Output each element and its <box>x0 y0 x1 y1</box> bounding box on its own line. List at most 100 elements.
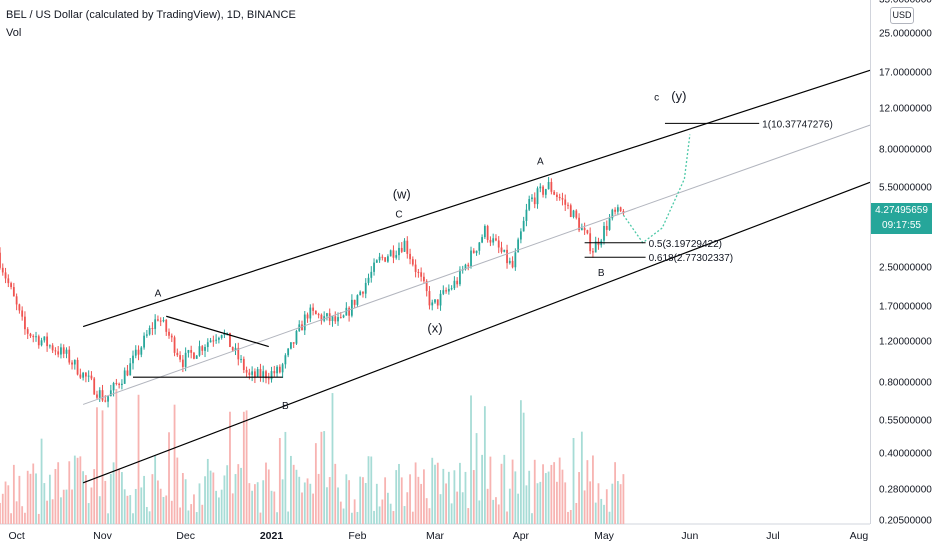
volume-bar <box>284 431 287 524</box>
volume-bar <box>533 459 536 524</box>
volume-bar <box>459 462 461 524</box>
wave-label: A <box>537 157 544 168</box>
volume-bar <box>73 455 76 524</box>
candle-body <box>60 347 62 355</box>
candle-body <box>54 350 57 352</box>
volume-bar <box>389 503 392 524</box>
candle-body <box>306 314 309 319</box>
volume-bar <box>398 463 400 524</box>
candle-body <box>201 346 204 351</box>
volume-bar <box>423 469 425 524</box>
wave-label: B <box>282 401 289 412</box>
volume-bar <box>229 411 231 524</box>
volume-bar <box>68 461 71 524</box>
candle-body <box>597 241 600 246</box>
volume-bar <box>528 470 531 524</box>
last-price-value: 4.27495659 <box>875 205 928 216</box>
volume-bar <box>334 463 337 524</box>
candle-body <box>611 209 614 219</box>
price-scale[interactable]: 35.00000000 25.00000000 17.00000000 12.0000… <box>870 0 932 527</box>
candle-body <box>414 264 417 272</box>
volume-bar <box>431 457 434 524</box>
volume-bar <box>259 512 262 524</box>
price-tick-label: 0.40000000 <box>879 448 932 460</box>
volume-bar <box>572 437 575 524</box>
volume-bar <box>51 499 54 524</box>
candle-body <box>259 369 262 378</box>
candle-body <box>580 228 583 231</box>
candle-body <box>375 260 378 263</box>
candle-body <box>517 239 520 253</box>
volume-bar <box>605 489 608 524</box>
candle-body <box>73 359 76 365</box>
volume-bar <box>320 431 323 524</box>
volume-bar <box>204 476 206 524</box>
candle-body <box>592 251 594 253</box>
volume-bar <box>445 483 447 524</box>
candle-body <box>173 337 176 353</box>
volume-bar <box>359 476 362 524</box>
candle-body <box>234 347 237 351</box>
candle-body <box>104 400 107 402</box>
candle-body <box>12 287 15 297</box>
volume-bar <box>148 511 151 524</box>
volume-bar <box>608 511 611 524</box>
volume-bar <box>306 478 309 524</box>
candle-body <box>533 197 536 205</box>
candle-body <box>245 369 248 373</box>
volume-indicator-label[interactable]: Vol <box>6 27 22 39</box>
volume-bar <box>481 454 484 524</box>
candle-body <box>148 327 151 335</box>
volume-bar <box>409 474 411 524</box>
volume-bar <box>65 489 68 524</box>
candle-body <box>603 225 605 241</box>
candle-body <box>619 207 622 212</box>
volume-bar <box>326 487 328 524</box>
volume-bar <box>597 483 600 524</box>
volume-bar <box>248 483 251 524</box>
volume-bar <box>514 471 517 524</box>
volume-bar <box>506 511 508 524</box>
price-tick-label: 25.00000000 <box>879 28 932 40</box>
candle-body <box>112 383 115 391</box>
candle-body <box>511 260 514 268</box>
candle-body <box>539 186 542 189</box>
volume-bar <box>614 462 616 524</box>
candle-body <box>605 225 608 230</box>
candle-body <box>575 210 578 218</box>
volume-bar <box>364 482 367 524</box>
candle-body <box>96 394 98 398</box>
volume-bar <box>575 502 578 524</box>
volume-bar <box>592 455 594 524</box>
candle-body <box>495 238 497 241</box>
candle-body <box>370 271 373 278</box>
wave-label: (x) <box>427 321 442 336</box>
volume-bar <box>62 489 65 524</box>
currency-badge[interactable]: USD <box>890 7 914 24</box>
volume-bar <box>132 513 134 524</box>
volume-bar <box>220 489 223 524</box>
candle-body <box>339 317 342 319</box>
candle-body <box>18 304 21 311</box>
candle-body <box>215 339 218 341</box>
triangle-upper-line <box>166 315 269 348</box>
volume-bar <box>619 484 622 524</box>
candle-body <box>40 340 43 346</box>
volume-bar <box>442 468 445 524</box>
volume-bar <box>312 493 314 524</box>
candle-body <box>586 230 589 234</box>
candle-body <box>290 342 292 349</box>
candle-body <box>265 371 267 379</box>
volume-bar <box>107 513 109 524</box>
volume-bar <box>37 513 40 524</box>
volume-bar <box>157 480 159 524</box>
volume-bar <box>456 491 459 524</box>
candle-body <box>82 372 85 378</box>
volume-bar <box>48 474 51 524</box>
candle-body <box>51 345 54 351</box>
volume-bar <box>60 497 62 524</box>
candle-body <box>436 299 439 306</box>
candle-body <box>248 372 251 375</box>
volume-bar <box>580 431 583 524</box>
